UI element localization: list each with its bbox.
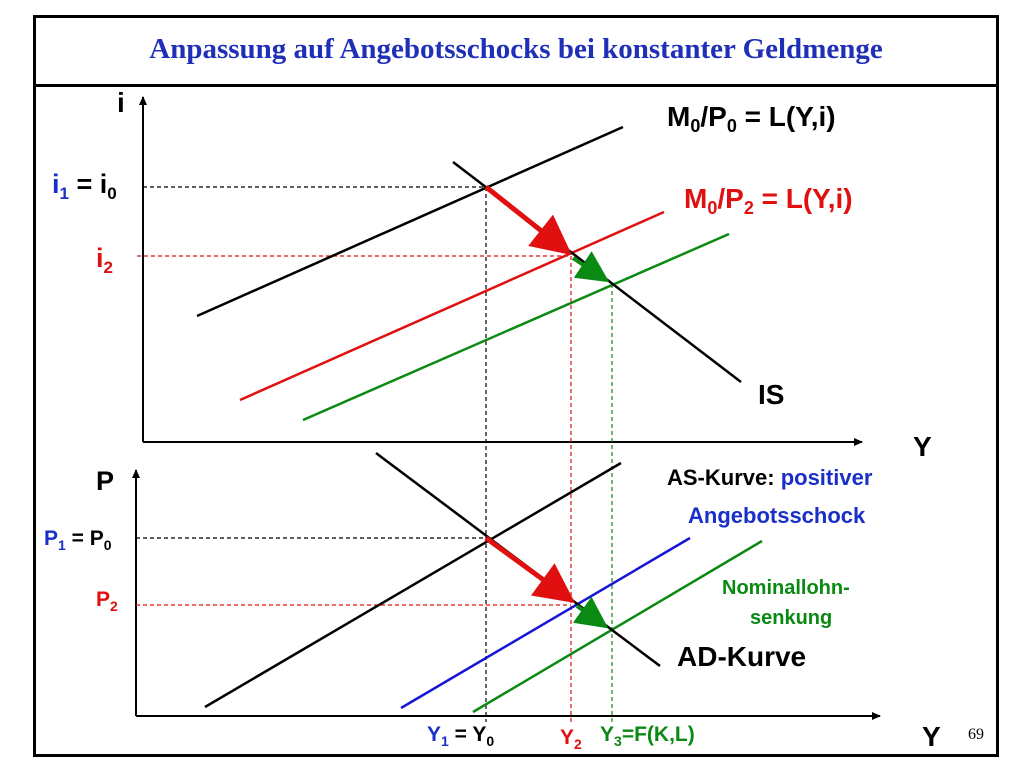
bottom-red-arrow — [484, 535, 576, 603]
nominal-label-2: senkung — [750, 607, 832, 629]
y1-label: Y1 = Y0 — [427, 723, 494, 749]
bottom-y-label: P — [96, 466, 114, 496]
ad-label: AD-Kurve — [677, 641, 806, 672]
as0-curve — [204, 461, 622, 709]
is-label: IS — [758, 379, 784, 410]
bottom-green-arrow — [572, 596, 609, 629]
as-label: AS-Kurve: positiver — [667, 465, 873, 490]
lm2-curve — [239, 210, 665, 402]
page-number: 69 — [968, 726, 984, 743]
as-shock-label: Angebotsschock — [688, 503, 866, 528]
lm2-label: M0/P2 = L(Y,i) — [684, 183, 853, 218]
p2-label: P2 — [96, 588, 118, 614]
lm0-curve — [196, 125, 624, 318]
slide-frame — [33, 15, 999, 757]
top-red-arrow — [484, 185, 572, 256]
top-green-arrow — [571, 251, 610, 283]
top-x-label: Y — [913, 431, 932, 462]
i1-label: i1 = i0 — [52, 169, 117, 203]
y2-label: Y2 — [560, 726, 582, 752]
y3-label: Y3=F(K,L) — [600, 723, 695, 749]
as-green-curve — [472, 539, 763, 714]
i2-label: i2 — [96, 243, 113, 277]
lm0-label: M0/P0 = L(Y,i) — [667, 101, 836, 136]
lm3-curve — [302, 232, 730, 422]
p1-label: P1 = P0 — [44, 527, 112, 553]
top-y-label: i — [117, 87, 125, 118]
title-bar: Anpassung auf Angebotsschocks bei konsta… — [33, 15, 999, 87]
as-blue-curve — [400, 536, 691, 710]
nominal-label-1: Nominallohn- — [722, 577, 850, 599]
bottom-x-label: Y — [922, 721, 941, 752]
slide-title: Anpassung auf Angebotsschocks bei konsta… — [149, 33, 883, 65]
